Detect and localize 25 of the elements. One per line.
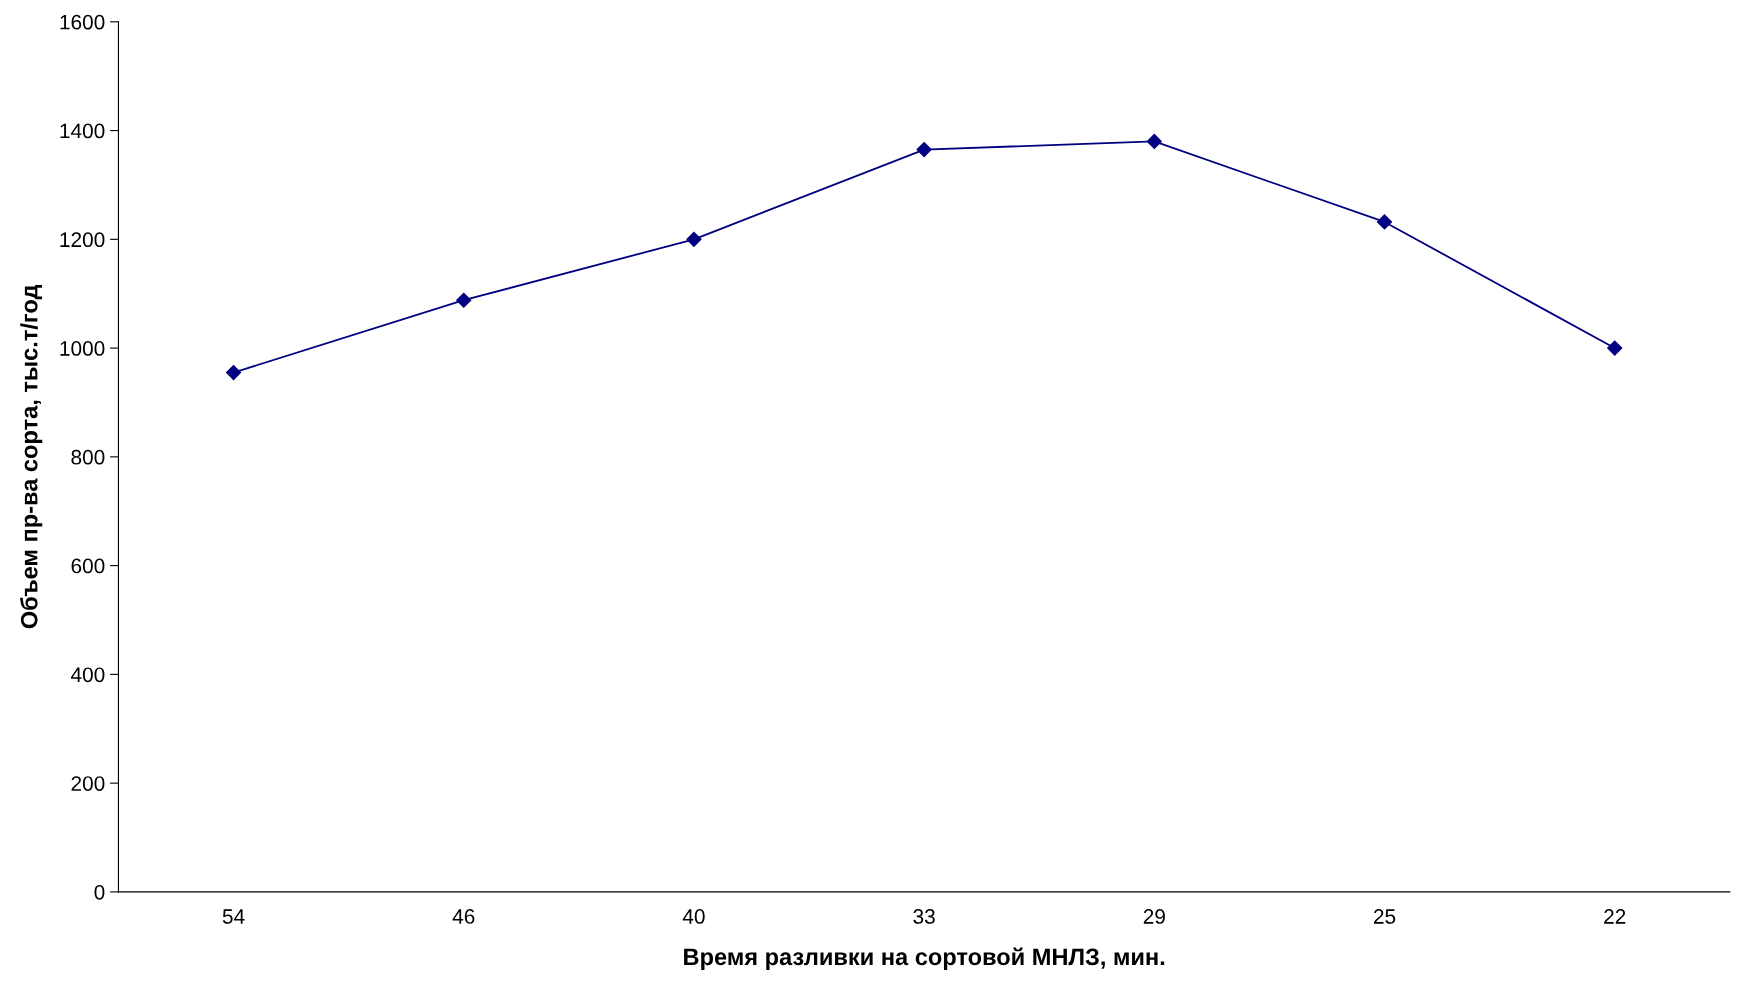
point	[916, 142, 932, 158]
x-tick-label: 40	[682, 909, 705, 924]
point	[1376, 214, 1393, 230]
y-tick-label: 400	[70, 667, 105, 683]
x-tick-label: 25	[1373, 909, 1396, 924]
y-tick-label: 800	[71, 449, 105, 465]
x-tick-label: 29	[1143, 909, 1165, 924]
point	[1146, 133, 1162, 150]
y-tick-label: 1600	[60, 14, 105, 30]
x-tick-label: 54	[222, 909, 245, 924]
x-tick-label: 22	[1604, 909, 1626, 924]
point	[225, 364, 242, 381]
y-tick-label: 1400	[60, 123, 105, 139]
y-tick-label: 1000	[60, 341, 105, 356]
y-tick-label: 600	[71, 558, 105, 574]
y-axis-title: Объем пр-ва сорта, тыс.т/год	[20, 284, 43, 629]
point	[686, 231, 702, 247]
x-tick-label: 33	[913, 909, 935, 924]
y-tick-label: 1200	[60, 232, 105, 248]
point	[456, 292, 472, 308]
y-tick-label: 0	[94, 884, 105, 900]
x-tick-label: 46	[452, 909, 475, 924]
x-axis-title: Время разливки на сортовой МНЛЗ, мин.	[684, 947, 1165, 970]
y-tick-label: 200	[71, 776, 105, 791]
point	[1607, 340, 1623, 356]
